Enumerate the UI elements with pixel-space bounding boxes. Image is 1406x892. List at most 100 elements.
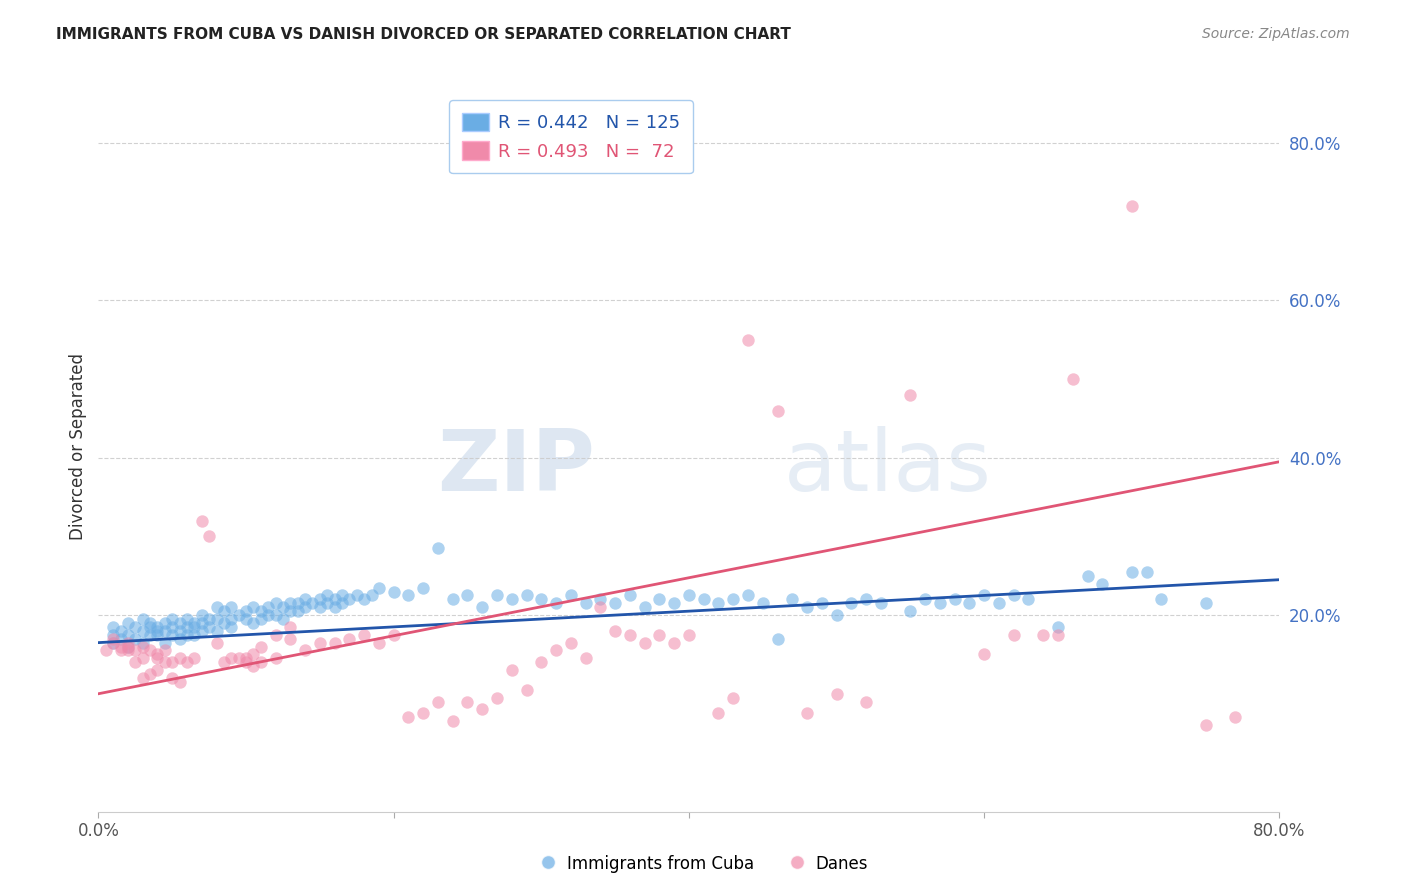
Point xyxy=(264,651,287,665)
Point xyxy=(486,690,509,705)
Point xyxy=(368,581,391,595)
Point xyxy=(330,596,353,610)
Point xyxy=(1121,199,1143,213)
Point xyxy=(501,663,523,677)
Point xyxy=(825,687,848,701)
Point xyxy=(221,651,243,665)
Point xyxy=(1002,589,1025,603)
Point xyxy=(471,702,494,716)
Point xyxy=(1121,565,1143,579)
Point xyxy=(988,596,1011,610)
Point xyxy=(205,600,228,615)
Point xyxy=(103,628,125,642)
Point xyxy=(235,612,257,626)
Point xyxy=(516,682,538,697)
Point xyxy=(723,592,745,607)
Point xyxy=(959,596,981,610)
Point xyxy=(353,592,375,607)
Point xyxy=(242,600,264,615)
Text: Source: ZipAtlas.com: Source: ZipAtlas.com xyxy=(1202,27,1350,41)
Point xyxy=(183,628,205,642)
Point xyxy=(280,620,302,634)
Point xyxy=(546,596,568,610)
Point xyxy=(825,608,848,623)
Point xyxy=(973,589,995,603)
Point xyxy=(471,600,494,615)
Point xyxy=(707,596,730,610)
Point xyxy=(309,635,332,649)
Point xyxy=(441,714,464,729)
Point xyxy=(1077,568,1099,582)
Point xyxy=(271,612,294,626)
Point xyxy=(360,589,382,603)
Point xyxy=(1136,565,1159,579)
Point xyxy=(752,596,775,610)
Point xyxy=(1091,576,1114,591)
Point xyxy=(103,632,125,646)
Point xyxy=(501,592,523,607)
Point xyxy=(900,388,922,402)
Point xyxy=(221,620,243,634)
Point xyxy=(242,648,264,662)
Point xyxy=(766,632,789,646)
Point xyxy=(330,589,353,603)
Point xyxy=(664,596,686,610)
Point xyxy=(737,589,759,603)
Point xyxy=(257,608,280,623)
Point xyxy=(132,651,155,665)
Point xyxy=(139,643,162,657)
Point xyxy=(707,706,730,721)
Point xyxy=(212,655,235,669)
Point xyxy=(198,612,221,626)
Point xyxy=(110,643,132,657)
Point xyxy=(634,600,657,615)
Point xyxy=(153,635,176,649)
Point xyxy=(412,581,434,595)
Point xyxy=(457,589,479,603)
Point xyxy=(605,596,627,610)
Point xyxy=(280,604,302,618)
Point xyxy=(796,600,818,615)
Point xyxy=(176,628,198,642)
Point xyxy=(560,635,582,649)
Point xyxy=(169,615,191,630)
Point xyxy=(242,615,264,630)
Point xyxy=(973,648,995,662)
Point xyxy=(198,529,221,543)
Point xyxy=(146,620,169,634)
Point xyxy=(264,596,287,610)
Point xyxy=(693,592,716,607)
Point xyxy=(398,710,420,724)
Legend: Immigrants from Cuba, Danes: Immigrants from Cuba, Danes xyxy=(531,848,875,880)
Point xyxy=(235,651,257,665)
Point xyxy=(1150,592,1173,607)
Legend: R = 0.442   N = 125, R = 0.493   N =  72: R = 0.442 N = 125, R = 0.493 N = 72 xyxy=(449,100,693,173)
Point xyxy=(280,596,302,610)
Point xyxy=(124,632,146,646)
Point xyxy=(316,589,339,603)
Point xyxy=(103,635,125,649)
Point xyxy=(169,624,191,638)
Point xyxy=(323,635,346,649)
Point xyxy=(575,651,598,665)
Point xyxy=(605,624,627,638)
Point xyxy=(810,596,832,610)
Point xyxy=(339,632,361,646)
Point xyxy=(575,596,598,610)
Point xyxy=(619,628,641,642)
Point xyxy=(264,608,287,623)
Point xyxy=(146,648,169,662)
Point xyxy=(242,659,264,673)
Point xyxy=(228,608,250,623)
Point xyxy=(153,655,176,669)
Point xyxy=(191,514,214,528)
Point xyxy=(648,628,671,642)
Point xyxy=(900,604,922,618)
Point xyxy=(228,651,250,665)
Text: IMMIGRANTS FROM CUBA VS DANISH DIVORCED OR SEPARATED CORRELATION CHART: IMMIGRANTS FROM CUBA VS DANISH DIVORCED … xyxy=(56,27,792,42)
Point xyxy=(634,635,657,649)
Point xyxy=(427,541,450,556)
Point xyxy=(176,620,198,634)
Point xyxy=(346,589,368,603)
Point xyxy=(316,596,339,610)
